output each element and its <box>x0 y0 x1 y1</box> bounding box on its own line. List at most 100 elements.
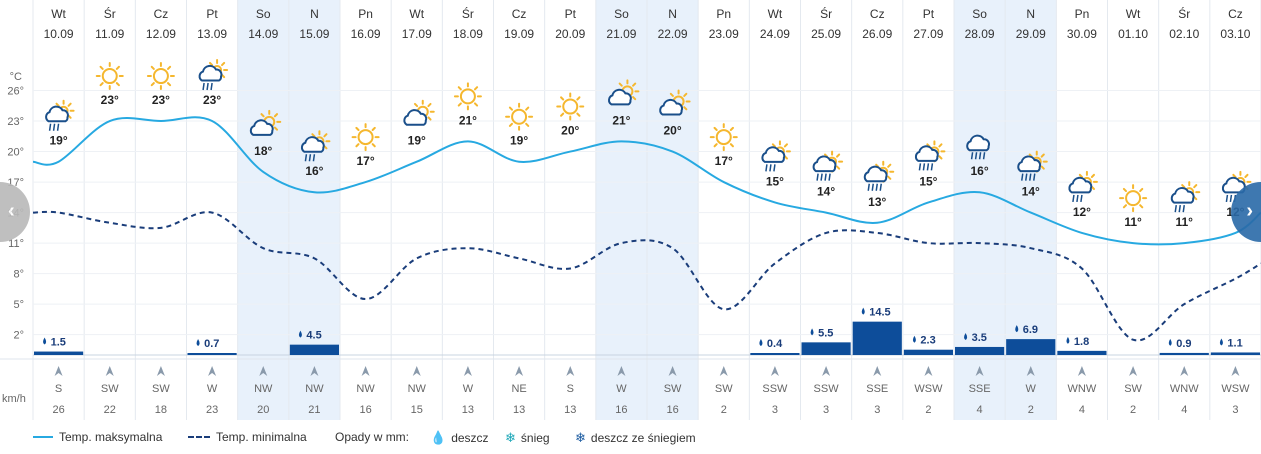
day-name-label: Śr <box>820 6 832 21</box>
day-date-label: 20.09 <box>555 27 585 41</box>
day-name-label: Pt <box>923 7 935 21</box>
wind-speed-label: 3 <box>1232 404 1238 416</box>
wind-direction-label: NW <box>356 383 375 395</box>
sun-ray <box>427 102 432 108</box>
sun-ray <box>1244 173 1249 178</box>
day-name-label: Wt <box>51 7 66 21</box>
rain-streak <box>820 173 823 181</box>
wind-speed-label: 26 <box>52 404 64 416</box>
weather-sun-cloud-icon <box>608 79 640 106</box>
precip-bar <box>1006 339 1056 355</box>
day-date-label: 21.09 <box>606 27 636 41</box>
sun-ray <box>1193 184 1198 189</box>
wind-speed-label: 13 <box>513 404 525 416</box>
sun-ray <box>560 112 565 117</box>
precip-bar <box>750 353 800 355</box>
raindrop-icon <box>861 307 865 315</box>
max-temp-label: 12° <box>1073 205 1091 219</box>
wind-speed-label: 23 <box>206 404 218 416</box>
y-tick-label: 20° <box>7 147 24 159</box>
wind-direction-label: SW <box>101 383 119 395</box>
weather-sun-rain-heavy-icon <box>914 140 946 171</box>
day-name-label: Śr <box>1178 6 1190 21</box>
wind-speed-label: 2 <box>1028 404 1034 416</box>
sun-ray <box>618 82 623 87</box>
cloud-shape <box>403 109 428 126</box>
wind-speed-label: 15 <box>411 404 423 416</box>
precip-bar <box>955 346 1005 355</box>
wind-arrow-icon <box>719 366 728 376</box>
max-temp-label: 17° <box>357 154 375 168</box>
sun-ray <box>576 112 581 117</box>
weather-sun-icon <box>351 123 380 152</box>
sun-core <box>715 129 732 146</box>
raindrop-icon <box>196 339 200 346</box>
day-date-label: 28.09 <box>965 27 995 41</box>
wind-arrow-icon <box>54 366 63 376</box>
wind-arrow-icon <box>770 366 779 376</box>
wind-speed-label: 3 <box>874 404 880 416</box>
sun-ray <box>221 61 226 67</box>
wind-speed-label: 20 <box>257 404 269 416</box>
sun-ray <box>273 113 279 118</box>
wind-speed-label: 2 <box>1130 404 1136 416</box>
rain-streak <box>202 82 205 91</box>
wind-speed-label: 2 <box>925 404 931 416</box>
rain-streak <box>974 152 978 160</box>
sun-ray <box>273 126 279 131</box>
legend-precip-title: Opady w mm: <box>335 430 409 444</box>
day-name-label: Śr <box>462 6 474 21</box>
weather-sun-icon <box>505 102 534 131</box>
wind-speed-label: 4 <box>1079 404 1085 416</box>
rain-streak <box>824 173 827 181</box>
wind-arrow-icon <box>924 366 933 376</box>
wind-direction-label: W <box>616 383 627 395</box>
rain-streak <box>867 183 870 191</box>
rain-streak <box>1025 173 1028 181</box>
legend-max-temp: Temp. maksymalna <box>33 430 162 444</box>
wind-speed-label: 13 <box>462 404 474 416</box>
precip-bar <box>1159 352 1209 355</box>
y-tick-label: 26° <box>7 86 24 98</box>
wind-direction-label: S <box>55 383 62 395</box>
precip-value-label: 2.3 <box>920 335 935 347</box>
max-temp-label: 14° <box>1022 185 1040 199</box>
raindrop-icon: 💧 <box>430 430 447 445</box>
wind-arrow-icon <box>1231 366 1240 376</box>
cloud-shape <box>1068 176 1093 194</box>
y-tick-label: 8° <box>13 269 24 281</box>
weather-sun-rain-icon <box>1068 170 1098 203</box>
weather-sun-cloud-icon <box>659 89 691 116</box>
wind-arrow-icon <box>975 366 984 376</box>
max-temp-label: 18° <box>254 144 272 158</box>
rain-streak <box>1033 173 1036 181</box>
sun-ray <box>525 106 530 111</box>
sun-ray <box>115 82 120 87</box>
max-temp-label: 13° <box>868 195 886 209</box>
wind-arrow-icon <box>310 366 319 376</box>
rain-streak <box>879 183 882 191</box>
rain-streak <box>48 123 52 131</box>
cloud-shape <box>45 105 69 123</box>
wind-direction-label: NW <box>408 383 427 395</box>
max-temp-label: 15° <box>919 174 937 188</box>
day-name-label: Pt <box>565 7 577 21</box>
sun-ray <box>99 82 104 87</box>
sun-ray <box>771 143 776 148</box>
rain-streak <box>1178 204 1181 213</box>
weather-sun-rain-icon <box>1170 181 1201 213</box>
precip-bar <box>852 321 902 355</box>
day-name-label: Cz <box>870 7 885 21</box>
cloud-shape <box>863 165 888 183</box>
chart-legend: Temp. maksymalna Temp. minimalna Opady w… <box>0 424 1261 450</box>
rain-streak <box>926 163 930 171</box>
sun-ray <box>427 116 432 121</box>
wind-direction-label: WSW <box>914 383 943 395</box>
precip-bar <box>187 353 237 355</box>
wind-unit-label: km/h <box>2 393 26 405</box>
rain-streak <box>1021 173 1024 181</box>
max-temp-label: 17° <box>715 154 733 168</box>
sun-core <box>1125 190 1142 207</box>
precip-value-label: 4.5 <box>306 330 321 342</box>
day-date-label: 12.09 <box>146 27 176 41</box>
